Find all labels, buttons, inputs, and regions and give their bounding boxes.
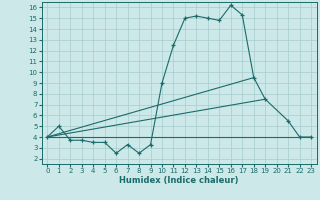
- X-axis label: Humidex (Indice chaleur): Humidex (Indice chaleur): [119, 176, 239, 185]
